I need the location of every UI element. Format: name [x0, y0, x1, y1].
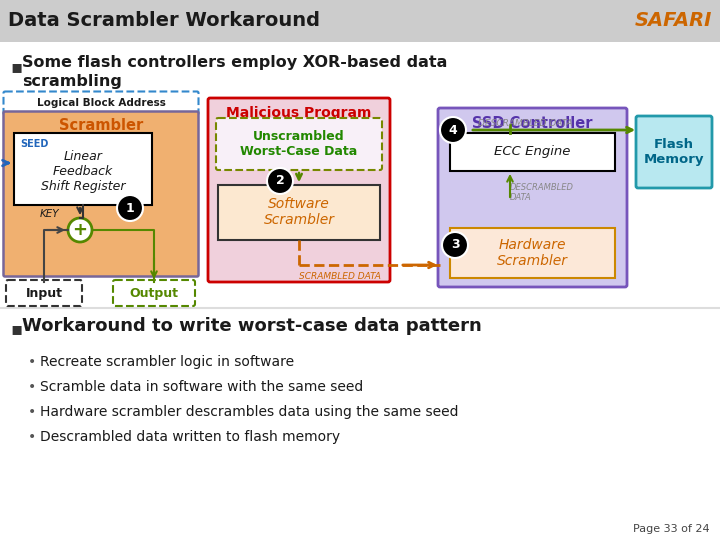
Text: SEED: SEED: [20, 139, 48, 149]
Text: •: •: [28, 355, 36, 369]
FancyBboxPatch shape: [208, 98, 390, 282]
Text: Scramble data in software with the same seed: Scramble data in software with the same …: [40, 380, 364, 394]
Text: Descrambled data written to flash memory: Descrambled data written to flash memory: [40, 430, 340, 444]
Bar: [14, 133, 152, 205]
FancyBboxPatch shape: [4, 111, 199, 276]
Circle shape: [440, 117, 466, 143]
Text: •: •: [28, 405, 36, 419]
Text: 3: 3: [451, 239, 459, 252]
Text: Malicious Program: Malicious Program: [226, 106, 372, 120]
Text: SAFARI: SAFARI: [634, 11, 712, 30]
FancyBboxPatch shape: [6, 280, 82, 306]
Text: 1: 1: [125, 201, 135, 214]
Text: ▪: ▪: [10, 58, 22, 76]
Text: SCRAMBLED DATA: SCRAMBLED DATA: [299, 272, 381, 281]
Text: DESCRAMBLED
DATA: DESCRAMBLED DATA: [510, 183, 574, 202]
Circle shape: [68, 218, 92, 242]
Text: scrambling: scrambling: [22, 74, 122, 89]
Circle shape: [442, 232, 468, 258]
Text: Workaround to write worst-case data pattern: Workaround to write worst-case data patt…: [22, 317, 482, 335]
FancyBboxPatch shape: [636, 116, 712, 188]
Text: SSD Controller: SSD Controller: [472, 117, 593, 132]
Text: ▪: ▪: [10, 320, 22, 338]
Text: Some flash controllers employ XOR-based data: Some flash controllers employ XOR-based …: [22, 55, 447, 70]
Text: DESCRAMBLED DATA: DESCRAMBLED DATA: [478, 119, 572, 129]
Text: Hardware
Scrambler: Hardware Scrambler: [497, 238, 567, 268]
Text: Output: Output: [130, 287, 179, 300]
FancyBboxPatch shape: [113, 280, 195, 306]
FancyBboxPatch shape: [4, 91, 199, 114]
Bar: [450, 228, 615, 278]
Text: ECC Engine: ECC Engine: [494, 145, 570, 159]
Text: Page 33 of 24: Page 33 of 24: [634, 524, 710, 534]
Bar: [218, 185, 380, 240]
Text: Data Scrambler Workaround: Data Scrambler Workaround: [8, 11, 320, 30]
Text: Recreate scrambler logic in software: Recreate scrambler logic in software: [40, 355, 294, 369]
Text: Unscrambled
Worst-Case Data: Unscrambled Worst-Case Data: [240, 130, 358, 158]
Text: 4: 4: [449, 124, 457, 137]
Circle shape: [267, 168, 293, 194]
Text: Logical Block Address: Logical Block Address: [37, 98, 166, 108]
Circle shape: [117, 195, 143, 221]
Text: Scrambler: Scrambler: [59, 118, 143, 133]
Bar: [450, 133, 615, 171]
Text: +: +: [73, 221, 88, 239]
FancyBboxPatch shape: [438, 108, 627, 287]
Bar: [0, 0, 720, 42]
Text: Software
Scrambler: Software Scrambler: [264, 197, 335, 227]
Text: Flash
Memory: Flash Memory: [644, 138, 704, 166]
Text: •: •: [28, 430, 36, 444]
Text: Input: Input: [25, 287, 63, 300]
Text: Hardware scrambler descrambles data using the same seed: Hardware scrambler descrambles data usin…: [40, 405, 459, 419]
Text: 2: 2: [276, 174, 284, 187]
Text: KEY: KEY: [40, 209, 60, 219]
FancyBboxPatch shape: [216, 118, 382, 170]
Text: Linear
Feedback
Shift Register: Linear Feedback Shift Register: [41, 150, 125, 193]
Text: •: •: [28, 380, 36, 394]
